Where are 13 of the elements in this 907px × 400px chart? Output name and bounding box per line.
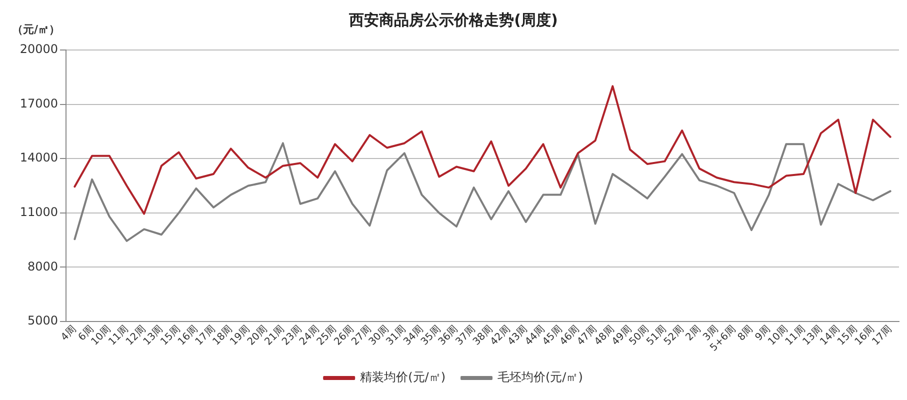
y-tick-label: 5000 — [27, 314, 58, 328]
x-tick-label: 2周 — [684, 324, 704, 344]
y-tick-label: 11000 — [20, 205, 58, 220]
chart-title: 西安商品房公示价格走势(周度) — [348, 10, 558, 29]
legend-label: 毛坯均价(元/㎡) — [498, 370, 583, 384]
y-axis-title: （元/㎡） — [12, 22, 60, 36]
legend-label: 精装均价(元/㎡) — [360, 370, 446, 384]
x-tick-label: 8周 — [736, 324, 756, 344]
y-tick-label: 14000 — [20, 150, 58, 165]
x-tick-label: 4周 — [59, 324, 79, 344]
y-tick-label: 20000 — [20, 42, 58, 56]
y-tick-label: 8000 — [27, 259, 58, 274]
y-tick-label: 17000 — [20, 96, 58, 110]
